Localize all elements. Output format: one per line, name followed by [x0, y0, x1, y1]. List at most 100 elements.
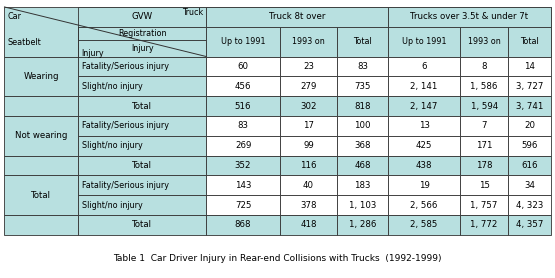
Text: 4, 357: 4, 357 [516, 220, 543, 230]
Text: 1, 772: 1, 772 [471, 220, 498, 230]
Bar [78, 27, 206, 40]
Bar [388, 7, 551, 27]
Text: 868: 868 [235, 220, 251, 230]
Text: 100: 100 [354, 121, 371, 130]
Text: 456: 456 [235, 82, 251, 91]
Text: 2, 147: 2, 147 [411, 101, 438, 111]
Bar [337, 156, 388, 175]
Bar [508, 136, 551, 156]
Text: 818: 818 [354, 101, 371, 111]
Text: 1, 594: 1, 594 [471, 101, 498, 111]
Text: Car: Car [7, 12, 21, 21]
Bar [280, 156, 337, 175]
Bar [460, 27, 508, 56]
Bar [280, 76, 337, 96]
Text: 60: 60 [238, 62, 249, 71]
Text: Total: Total [132, 101, 152, 111]
Bar [508, 175, 551, 195]
Text: 20: 20 [524, 121, 535, 130]
Bar [388, 215, 460, 235]
Bar [388, 76, 460, 96]
Text: Wearing: Wearing [24, 72, 59, 81]
Text: 83: 83 [238, 121, 249, 130]
Bar [388, 156, 460, 175]
Text: 99: 99 [303, 141, 314, 150]
Text: 352: 352 [235, 161, 251, 170]
Bar [4, 116, 78, 156]
Text: 83: 83 [357, 62, 368, 71]
Bar [337, 116, 388, 136]
Bar [508, 27, 551, 56]
Text: 4, 323: 4, 323 [516, 201, 543, 210]
Text: 468: 468 [354, 161, 371, 170]
Bar [460, 56, 508, 76]
Bar [388, 27, 460, 56]
Bar [508, 96, 551, 116]
Bar [206, 136, 280, 156]
Bar [508, 215, 551, 235]
Text: 34: 34 [524, 181, 535, 190]
Bar [78, 195, 206, 215]
Text: 2, 585: 2, 585 [411, 220, 438, 230]
Text: Table 1  Car Driver Injury in Rear-end Collisions with Trucks  (1992-1999): Table 1 Car Driver Injury in Rear-end Co… [113, 254, 442, 263]
Bar [78, 136, 206, 156]
Text: Slight/no injury: Slight/no injury [82, 141, 143, 150]
Text: 1, 757: 1, 757 [471, 201, 498, 210]
Bar [460, 76, 508, 96]
Bar [337, 27, 388, 56]
Text: GVW: GVW [132, 12, 153, 21]
Bar [388, 195, 460, 215]
Text: Slight/no injury: Slight/no injury [82, 201, 143, 210]
Bar [388, 56, 460, 76]
Bar [206, 7, 388, 27]
Text: Up to 1991: Up to 1991 [402, 37, 446, 46]
Bar [280, 175, 337, 195]
Bar [78, 96, 206, 116]
Text: 418: 418 [300, 220, 317, 230]
Bar [206, 195, 280, 215]
Bar [508, 76, 551, 96]
Bar [4, 96, 78, 116]
Text: Seatbelt: Seatbelt [7, 38, 41, 48]
Bar [280, 195, 337, 215]
Text: 2, 141: 2, 141 [411, 82, 438, 91]
Text: 7: 7 [481, 121, 487, 130]
Text: 425: 425 [416, 141, 432, 150]
Bar [388, 175, 460, 195]
Text: 725: 725 [235, 201, 251, 210]
Bar [337, 215, 388, 235]
Bar [508, 195, 551, 215]
Bar [4, 56, 78, 96]
Text: 6: 6 [421, 62, 427, 71]
Bar [388, 136, 460, 156]
Bar [4, 175, 78, 215]
Bar [206, 175, 280, 195]
Text: 143: 143 [235, 181, 251, 190]
Text: Fatality/Serious injury: Fatality/Serious injury [82, 62, 169, 71]
Text: Total: Total [132, 220, 152, 230]
Bar [206, 76, 280, 96]
Text: 2, 566: 2, 566 [411, 201, 438, 210]
Text: 1, 586: 1, 586 [471, 82, 498, 91]
Text: 279: 279 [300, 82, 317, 91]
Bar [78, 215, 206, 235]
Text: 8: 8 [481, 62, 487, 71]
Text: 116: 116 [300, 161, 317, 170]
Bar [460, 175, 508, 195]
Bar [280, 96, 337, 116]
Text: 3, 727: 3, 727 [516, 82, 543, 91]
Text: 1993 on: 1993 on [292, 37, 325, 46]
Text: 269: 269 [235, 141, 251, 150]
Text: 13: 13 [418, 121, 430, 130]
Bar [4, 215, 78, 235]
Text: Total: Total [353, 37, 372, 46]
Bar [206, 96, 280, 116]
Text: 302: 302 [300, 101, 317, 111]
Text: Not wearing: Not wearing [15, 131, 68, 140]
Bar [280, 56, 337, 76]
Bar [280, 27, 337, 56]
Bar [206, 116, 280, 136]
Bar [460, 195, 508, 215]
Text: 17: 17 [303, 121, 314, 130]
Bar [460, 215, 508, 235]
